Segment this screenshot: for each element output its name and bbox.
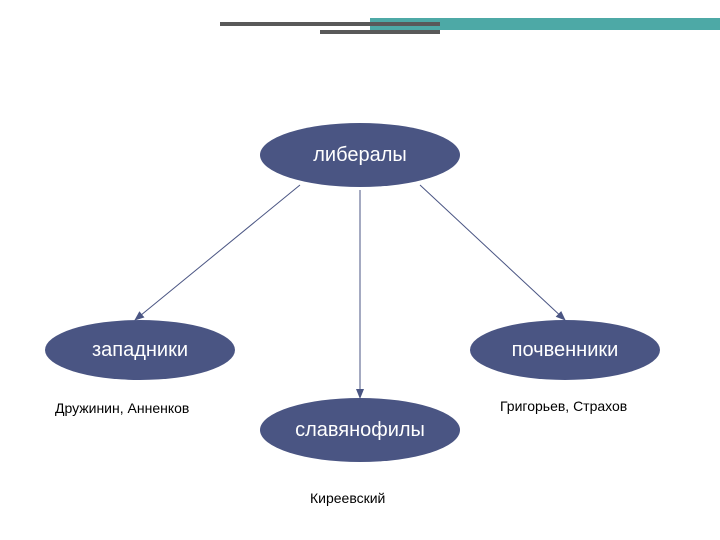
header-decoration xyxy=(0,0,720,40)
node-middle: славянофилы xyxy=(260,398,460,462)
node-right-label: почвенники xyxy=(512,339,619,362)
node-left: западники xyxy=(45,320,235,380)
edge-root-left xyxy=(135,185,300,320)
node-right: почвенники xyxy=(470,320,660,380)
node-root: либералы xyxy=(260,123,460,187)
caption-middle: Киреевский xyxy=(310,490,385,506)
caption-right: Григорьев, Страхов xyxy=(500,398,627,414)
node-middle-label: славянофилы xyxy=(295,419,425,442)
caption-left: Дружинин, Анненков xyxy=(55,400,189,416)
node-left-label: западники xyxy=(92,339,188,362)
node-root-label: либералы xyxy=(313,144,407,167)
header-bar-dark-2 xyxy=(320,30,440,34)
edge-root-right xyxy=(420,185,565,320)
header-bar-dark-1 xyxy=(220,22,440,26)
